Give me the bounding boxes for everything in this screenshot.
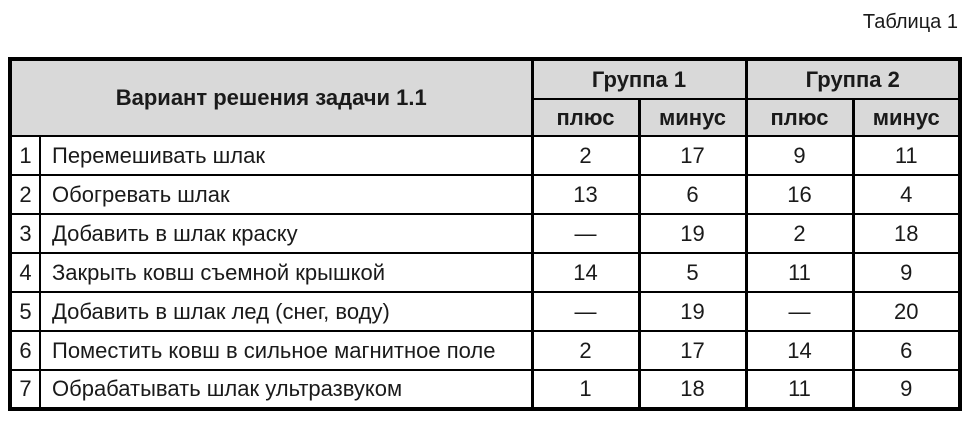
table-row: 3 Добавить в шлак краску — 19 2 18 [9,213,962,254]
value-cell: 17 [637,330,748,371]
value-cell: 13 [530,174,641,215]
value-cell: 14 [744,330,855,371]
group1-header: Группа 1 [530,58,748,100]
row-number: 7 [9,369,41,410]
value-cell: 9 [851,369,962,410]
group2-plus-header: плюс [744,98,855,137]
row-number: 1 [9,135,41,176]
header-sub-row: плюс минус плюс минус [10,98,962,137]
group2-minus-header: минус [851,98,962,137]
value-cell: 9 [744,135,855,176]
value-cell: 5 [637,252,748,293]
value-cell: 11 [744,369,855,410]
solutions-table: Вариант решения задачи 1.1 Группа 1 Груп… [8,57,962,411]
group1-minus-header: минус [637,98,748,137]
value-cell: 17 [637,135,748,176]
value-cell: 19 [637,213,748,254]
value-cell: 2 [530,330,641,371]
group1-plus-header: плюс [530,98,641,137]
value-cell: 11 [744,252,855,293]
solution-label: Поместить ковш в сильное магнитное поле [39,330,533,371]
value-cell: 4 [851,174,962,215]
value-cell: 16 [744,174,855,215]
row-number: 2 [9,174,41,215]
table-row: 5 Добавить в шлак лед (снег, воду) — 19 … [9,291,962,332]
solution-label: Обрабатывать шлак ультразвуком [39,369,533,410]
variant-header: Вариант решения задачи 1.1 [9,58,533,137]
value-cell: 18 [851,213,962,254]
row-number: 3 [9,213,41,254]
value-cell: 6 [851,330,962,371]
row-number: 6 [9,330,41,371]
group2-header: Группа 2 [744,58,962,100]
table-header: Вариант решения задачи 1.1 Группа 1 Груп… [9,58,962,137]
value-cell: 20 [851,291,962,332]
value-cell: — [530,291,641,332]
value-cell: 11 [851,135,962,176]
value-cell: 2 [530,135,641,176]
solution-label: Обогревать шлак [39,174,533,215]
table-row: 6 Поместить ковш в сильное магнитное пол… [9,330,962,371]
value-cell: 19 [637,291,748,332]
value-cell: — [530,213,641,254]
solution-label: Добавить в шлак лед (снег, воду) [39,291,533,332]
row-number: 5 [9,291,41,332]
value-cell: 6 [637,174,748,215]
table-row: 4 Закрыть ковш съемной крышкой 14 5 11 9 [9,252,962,293]
value-cell: 1 [530,369,641,410]
table-row: 2 Обогревать шлак 13 6 16 4 [9,174,962,215]
value-cell: 18 [637,369,748,410]
row-number: 4 [9,252,41,293]
value-cell: 9 [851,252,962,293]
solution-label: Добавить в шлак краску [39,213,533,254]
table-body: 1 Перемешивать шлак 2 17 9 11 2 Обогрева… [9,135,962,410]
solution-label: Перемешивать шлак [39,135,533,176]
value-cell: 14 [530,252,641,293]
value-cell: 2 [744,213,855,254]
table-row: 7 Обрабатывать шлак ультразвуком 1 18 11… [9,369,962,410]
solution-label: Закрыть ковш съемной крышкой [39,252,533,293]
header-group-row: Вариант решения задачи 1.1 Группа 1 Груп… [9,58,962,137]
table-row: 1 Перемешивать шлак 2 17 9 11 [9,135,962,176]
table-caption: Таблица 1 [862,11,958,33]
value-cell: — [744,291,855,332]
